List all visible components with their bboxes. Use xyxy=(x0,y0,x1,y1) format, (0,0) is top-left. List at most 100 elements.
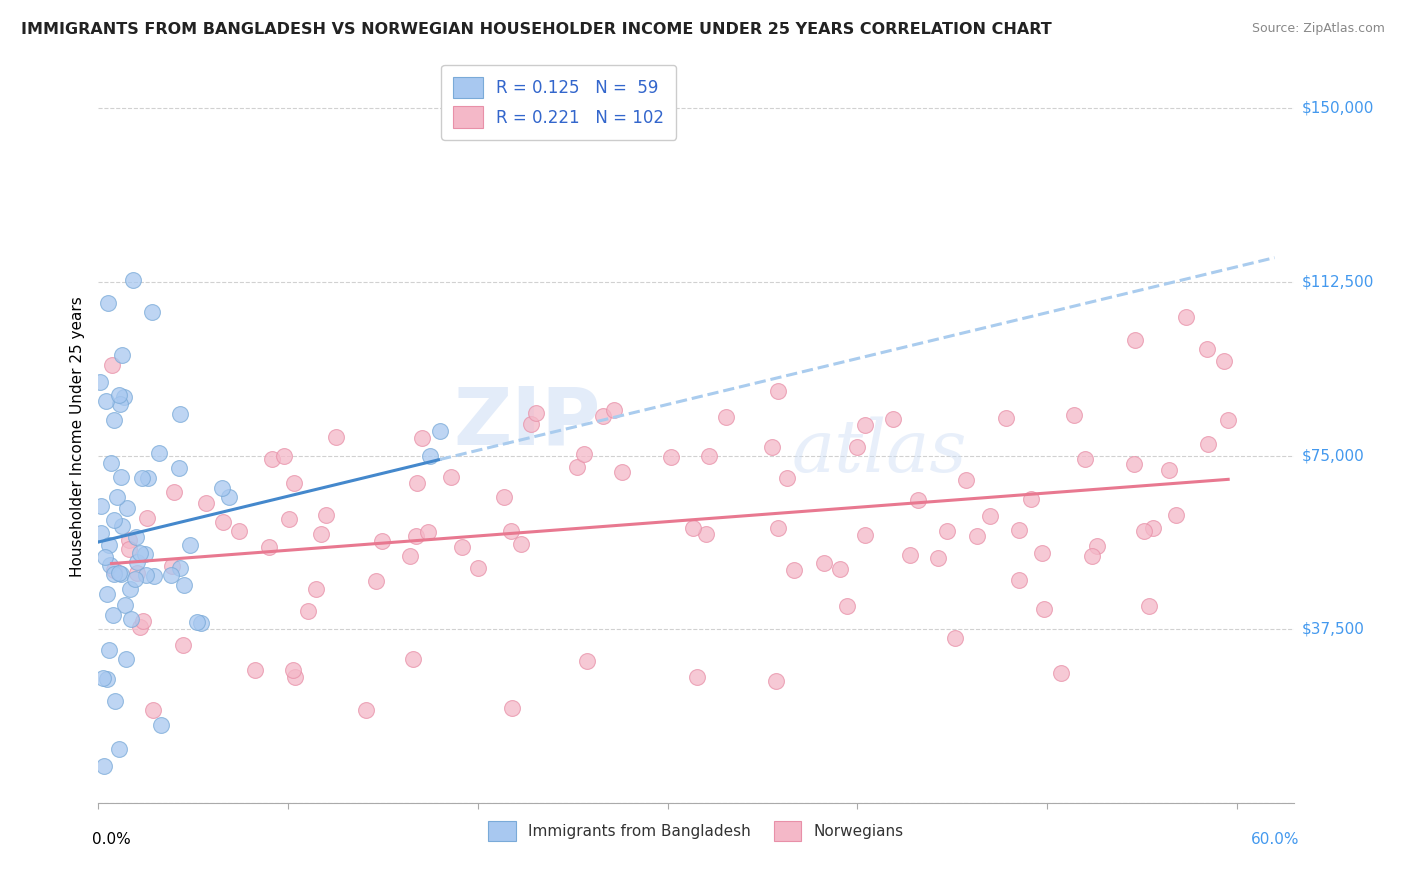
Point xyxy=(117,533,139,547)
Point xyxy=(111,348,134,362)
Point xyxy=(297,604,319,618)
Point xyxy=(354,703,377,717)
Text: $112,500: $112,500 xyxy=(1302,275,1374,290)
Point xyxy=(125,566,148,580)
Point xyxy=(103,607,125,622)
Point xyxy=(112,390,135,404)
Point xyxy=(142,703,165,717)
Point xyxy=(172,639,194,653)
Point xyxy=(110,469,132,483)
Point xyxy=(418,524,440,539)
Point xyxy=(160,559,183,574)
Point xyxy=(1063,409,1085,423)
Point xyxy=(94,550,117,565)
Point xyxy=(110,566,132,581)
Point xyxy=(103,413,125,427)
Point xyxy=(131,614,153,628)
Point xyxy=(136,510,159,524)
Point xyxy=(592,409,614,424)
Point xyxy=(104,694,127,708)
Point xyxy=(898,548,921,562)
Point xyxy=(524,406,547,420)
Point xyxy=(1123,333,1146,347)
Point xyxy=(440,470,463,484)
Point xyxy=(169,561,191,575)
Point xyxy=(501,524,523,538)
Point xyxy=(520,417,543,432)
Text: 0.0%: 0.0% xyxy=(93,832,131,847)
Point xyxy=(143,568,166,582)
Point xyxy=(125,530,148,544)
Text: Source: ZipAtlas.com: Source: ZipAtlas.com xyxy=(1251,22,1385,36)
Point xyxy=(927,550,949,565)
Point xyxy=(135,568,157,582)
Point xyxy=(173,578,195,592)
Point xyxy=(765,673,787,688)
Point xyxy=(761,440,783,454)
Point xyxy=(1164,508,1187,522)
Point xyxy=(501,701,523,715)
Point xyxy=(98,643,121,657)
Point xyxy=(510,537,533,551)
Point xyxy=(853,528,876,542)
Point xyxy=(366,574,388,588)
Point xyxy=(494,490,516,504)
Point xyxy=(186,615,208,629)
Point xyxy=(195,496,218,510)
Point xyxy=(1031,546,1053,560)
Point xyxy=(943,631,966,645)
Point xyxy=(138,471,160,485)
Point xyxy=(995,411,1018,425)
Point xyxy=(273,449,295,463)
Point xyxy=(612,466,634,480)
Point xyxy=(966,528,988,542)
Point xyxy=(111,519,134,533)
Point xyxy=(108,742,131,756)
Point xyxy=(399,549,422,563)
Point xyxy=(120,612,142,626)
Point xyxy=(93,758,115,772)
Point xyxy=(96,587,118,601)
Point xyxy=(661,450,683,464)
Point xyxy=(882,412,904,426)
Point xyxy=(96,672,118,686)
Point xyxy=(96,394,118,409)
Point xyxy=(1008,573,1031,587)
Point xyxy=(228,524,250,538)
Point xyxy=(169,407,191,421)
Point xyxy=(190,616,212,631)
Point xyxy=(121,273,143,287)
Point xyxy=(97,295,120,310)
Point xyxy=(813,557,835,571)
Text: atlas: atlas xyxy=(792,417,967,487)
Point xyxy=(309,527,332,541)
Point xyxy=(853,417,876,432)
Point xyxy=(1137,599,1160,614)
Point xyxy=(283,669,305,683)
Point xyxy=(127,555,149,569)
Point xyxy=(776,471,799,485)
Point xyxy=(405,476,427,491)
Point xyxy=(979,508,1001,523)
Point xyxy=(565,459,588,474)
Point xyxy=(148,446,170,460)
Point xyxy=(114,652,136,666)
Point xyxy=(714,410,737,425)
Point xyxy=(281,663,304,677)
Point xyxy=(1033,601,1056,615)
Point xyxy=(1197,437,1219,451)
Point xyxy=(1218,413,1240,427)
Point xyxy=(89,376,111,390)
Point xyxy=(117,500,139,515)
Point xyxy=(429,424,451,438)
Point xyxy=(1050,666,1073,681)
Point xyxy=(179,538,201,552)
Point xyxy=(1142,521,1164,535)
Point xyxy=(402,652,425,666)
Point xyxy=(149,718,172,732)
Point xyxy=(260,452,283,467)
Point xyxy=(134,547,156,561)
Point xyxy=(1195,342,1218,356)
Point xyxy=(169,460,191,475)
Point xyxy=(90,499,112,513)
